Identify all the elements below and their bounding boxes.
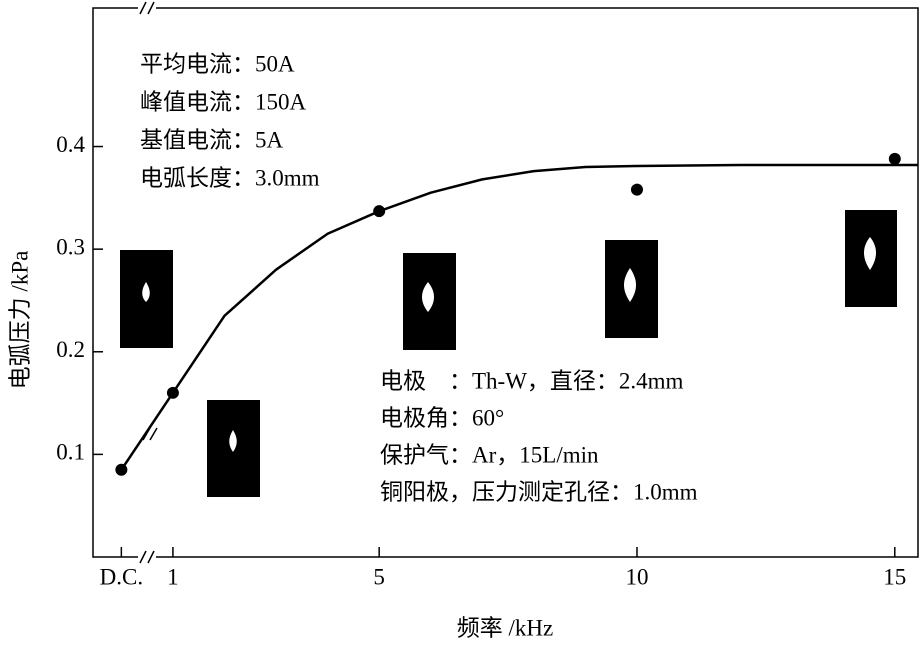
- annotation: 基值电流：5A: [140, 127, 284, 152]
- data-point: [166, 386, 179, 399]
- plot-frame: [92, 7, 919, 558]
- x-tick-label: 10: [625, 564, 648, 589]
- annotation: 保护气：Ar，15L/min: [380, 442, 599, 467]
- arc-droplets: [142, 237, 876, 452]
- axis-breaks: [138, 0, 158, 565]
- x-tick-label: 15: [883, 564, 906, 589]
- arc-images: [120, 210, 897, 497]
- x-axis-label: 频率 /kHz: [457, 615, 553, 640]
- annotation: 铜阳极，压力测定孔径：1.0mm: [380, 479, 698, 504]
- x-tick-label: 1: [167, 564, 179, 589]
- data-point: [888, 152, 901, 165]
- annotation: 峰值电流：150A: [140, 89, 307, 114]
- data-point: [115, 463, 128, 476]
- annotation: 电极角：60°: [380, 405, 504, 430]
- y-tick-label: 0.4: [56, 132, 85, 157]
- y-tick-label: 0.1: [56, 440, 85, 465]
- x-tick-label: D.C.: [100, 564, 143, 589]
- y-tick-label: 0.2: [56, 337, 85, 362]
- annotation: 电极 ：Th-W，直径：2.4mm: [380, 368, 684, 393]
- annotation: 平均电流：50A: [140, 51, 295, 76]
- fit-curve: [120, 163, 918, 471]
- data-point: [630, 183, 643, 196]
- y-axis-label: 电弧压力 /kPa: [7, 251, 32, 390]
- data-point: [373, 205, 386, 218]
- x-tick-label: 5: [373, 564, 385, 589]
- y-tick-label: 0.3: [56, 234, 85, 259]
- annotation: 电弧长度：3.0mm: [140, 165, 320, 190]
